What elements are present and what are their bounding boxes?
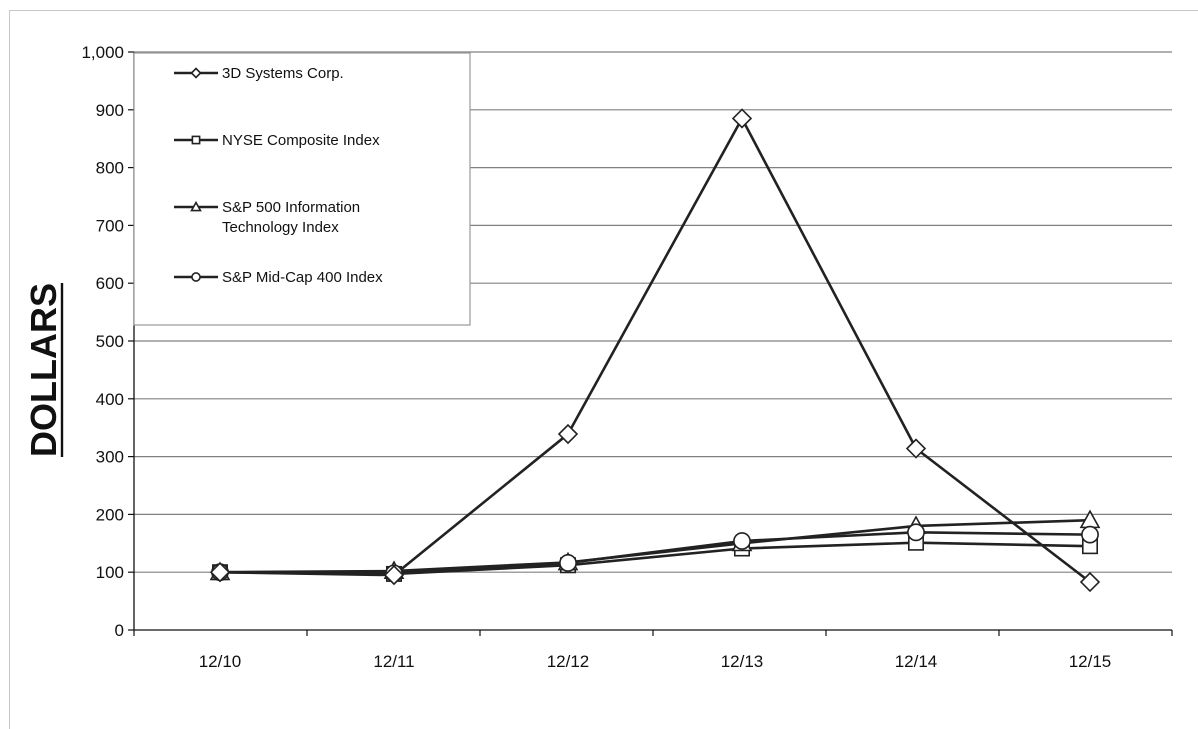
- series-line-circle: [219, 531, 1091, 575]
- data-point-diamond: [905, 438, 927, 459]
- series-line-diamond: [219, 117, 1091, 584]
- legend-marker-diamond: [190, 67, 202, 79]
- grid: [134, 51, 1172, 573]
- y-tick-label: 400: [96, 390, 124, 409]
- x-tick-label: 12/15: [1069, 652, 1112, 671]
- y-tick-label: 100: [96, 563, 124, 582]
- y-tick-label: 300: [96, 448, 124, 467]
- legend-marker-circle: [191, 272, 201, 282]
- data-point-diamond: [209, 562, 231, 583]
- data-point-circle: [1081, 525, 1099, 544]
- y-tick-label: 1,000: [81, 43, 124, 62]
- legend: 3D Systems Corp. NYSE Composite Index S&P …: [133, 52, 471, 326]
- legend-box: [133, 52, 471, 326]
- y-tick-label: 800: [96, 159, 124, 178]
- series-markers: [209, 108, 1101, 593]
- series-line-triangle: [219, 518, 1091, 574]
- y-tick-label: 0: [115, 621, 124, 640]
- x-tick-labels: 12/10 12/11 12/12 12/13 12/14 12/15: [199, 652, 1112, 671]
- chart-frame: [9, 10, 1198, 729]
- y-tick-labels: 0 100 200 300 400 500 600 700 800 900 1,000: [81, 43, 124, 640]
- data-point-diamond: [383, 564, 405, 586]
- y-tick-label: 500: [96, 332, 124, 351]
- legend-label: 3D Systems Corp.: [222, 65, 344, 82]
- y-tick-label: 600: [96, 274, 124, 293]
- data-point-diamond: [731, 108, 753, 129]
- y-axis-label: DOLLARS: [23, 283, 64, 457]
- data-point-circle: [907, 523, 925, 542]
- data-point-diamond: [557, 423, 579, 445]
- y-tick-label: 700: [96, 216, 124, 235]
- x-tick-label: 12/13: [721, 652, 764, 671]
- data-point-diamond: [1079, 571, 1101, 593]
- y-tick-label: 900: [96, 101, 124, 120]
- series-line-square: [219, 541, 1091, 576]
- data-point-circle: [733, 532, 751, 550]
- data-point-circle: [559, 554, 577, 572]
- x-tick-label: 12/10: [199, 652, 242, 671]
- y-tick-label: 200: [96, 505, 124, 524]
- legend-marker-square: [191, 135, 201, 145]
- series-lines: [219, 117, 1091, 584]
- legend-label: S&P Mid-Cap 400 Index: [222, 269, 383, 286]
- legend-marker-triangle: [190, 200, 202, 212]
- x-tick-label: 12/11: [373, 652, 414, 671]
- legend-label: S&P 500 Information Technology Index: [222, 199, 360, 236]
- legend-label: NYSE Composite Index: [222, 132, 380, 149]
- x-tick-label: 12/14: [895, 652, 938, 671]
- x-tick-label: 12/12: [547, 652, 590, 671]
